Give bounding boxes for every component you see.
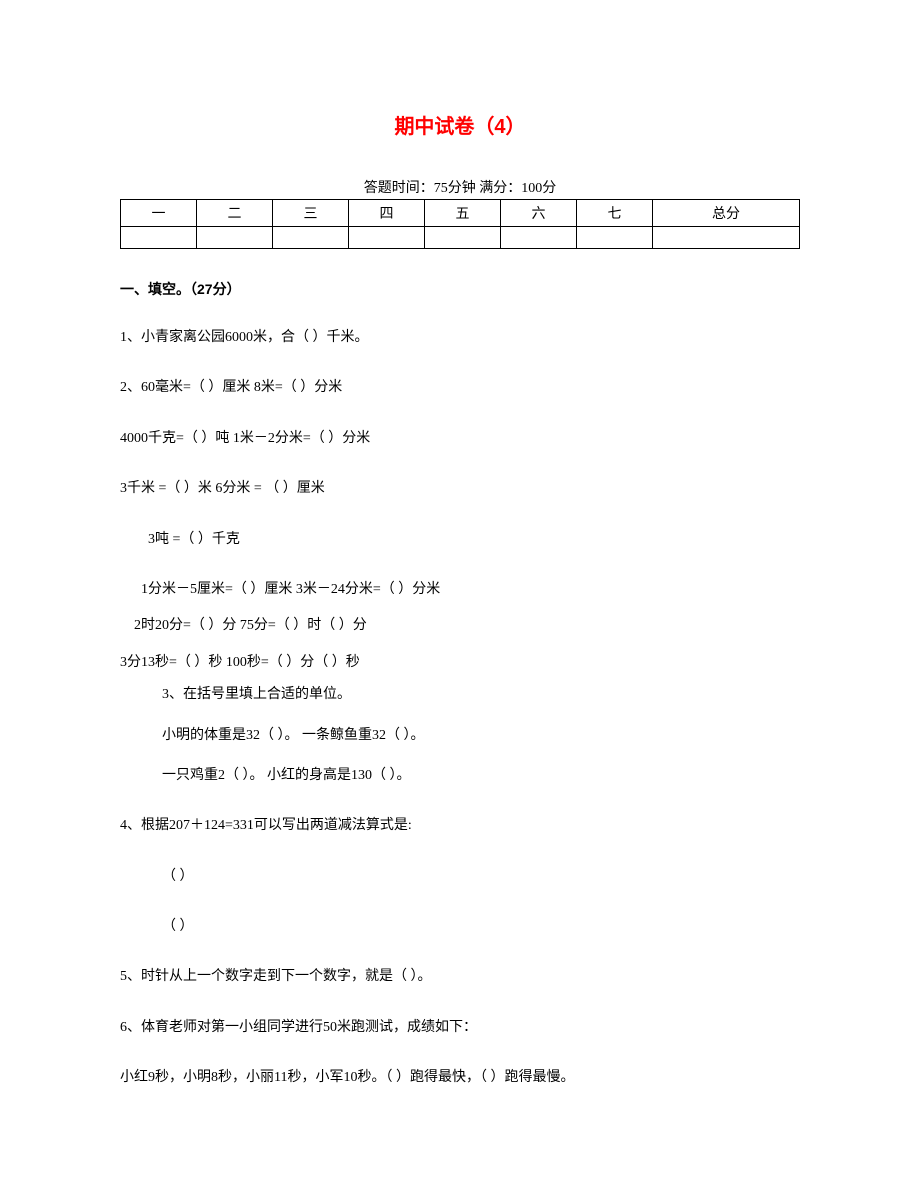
col-total: 总分 <box>653 200 800 227</box>
question-2: 2、60毫米=（ ）厘米 8米=（ ）分米 <box>120 377 800 399</box>
question-4b: （ ） <box>120 916 800 938</box>
question-2f: 2时20分=（ ）分 75分=（ ）时（ ）分 <box>120 615 800 637</box>
score-cell <box>121 227 197 249</box>
score-cell <box>425 227 501 249</box>
col-6: 六 <box>501 200 577 227</box>
question-1: 1、小青家离公园6000米，合（ ）千米。 <box>120 327 800 349</box>
question-6a: 小红9秒，小明8秒，小丽11秒，小军10秒。（ ）跑得最快，（ ）跑得最慢。 <box>120 1067 800 1089</box>
col-4: 四 <box>349 200 425 227</box>
question-3a: 小明的体重是32（ ）。 一条鲸鱼重32（ ）。 <box>120 725 800 747</box>
score-table: 一 二 三 四 五 六 七 总分 <box>120 199 800 249</box>
question-4a: （ ） <box>120 866 800 888</box>
score-cell <box>197 227 273 249</box>
section-1-header: 一、填空。（27分） <box>120 279 800 299</box>
question-2d: 3吨 =（ ）千克 <box>120 529 800 551</box>
score-table-empty-row <box>121 227 800 249</box>
question-3b: 一只鸡重2（ ）。 小红的身高是130（ ）。 <box>120 765 800 787</box>
score-cell <box>349 227 425 249</box>
score-cell <box>577 227 653 249</box>
score-cell <box>273 227 349 249</box>
question-2g: 3分13秒=（ ）秒 100秒=（ ）分（ ）秒 <box>120 652 800 674</box>
score-cell <box>653 227 800 249</box>
question-4: 4、根据207＋124=331可以写出两道减法算式是: <box>120 815 800 837</box>
question-2c: 3千米 =（ ）米 6分米 = （ ）厘米 <box>120 478 800 500</box>
question-6: 6、体育老师对第一小组同学进行50米跑测试，成绩如下： <box>120 1017 800 1039</box>
col-7: 七 <box>577 200 653 227</box>
score-cell <box>501 227 577 249</box>
question-2e: 1分米－5厘米=（ ）厘米 3米－24分米=（ ）分米 <box>120 579 800 601</box>
question-3: 3、在括号里填上合适的单位。 <box>120 684 800 706</box>
exam-subtitle: 答题时间：75分钟 满分：100分 <box>120 177 800 197</box>
col-5: 五 <box>425 200 501 227</box>
score-table-header-row: 一 二 三 四 五 六 七 总分 <box>121 200 800 227</box>
col-3: 三 <box>273 200 349 227</box>
question-2b: 4000千克=（ ）吨 1米－2分米=（ ）分米 <box>120 428 800 450</box>
question-5: 5、时针从上一个数字走到下一个数字，就是（ ）。 <box>120 966 800 988</box>
col-1: 一 <box>121 200 197 227</box>
exam-title: 期中试卷（4） <box>120 110 800 139</box>
col-2: 二 <box>197 200 273 227</box>
